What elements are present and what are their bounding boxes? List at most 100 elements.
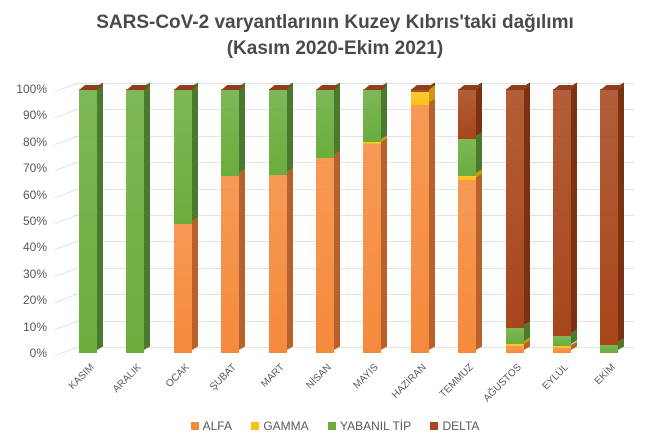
chart-title: SARS-CoV-2 varyantlarının Kuzey Kıbrıs't… — [96, 12, 574, 33]
gridline-depth — [54, 189, 76, 198]
bar-side — [286, 168, 293, 350]
gridline — [74, 188, 634, 190]
bar-top-cap — [363, 85, 388, 90]
bar-segment-delta — [553, 89, 571, 336]
bar-top-cap — [268, 85, 293, 90]
bar-side — [239, 82, 246, 174]
bar-top-cap — [79, 85, 103, 90]
bar-segment-yabanil-ti̇p — [173, 89, 192, 224]
bar-segment-gamma — [410, 91, 429, 105]
bar-segment-alfa — [316, 157, 334, 353]
bar-top-cap — [505, 85, 530, 90]
bar-side — [191, 82, 198, 221]
bar-side — [523, 82, 530, 325]
bar-side — [334, 151, 340, 350]
bar-side — [381, 82, 388, 139]
legend-item-delta: DELTA — [430, 419, 479, 433]
bar-segment-yabanil-ti̇p — [363, 89, 382, 142]
bar-segment-alfa — [268, 174, 287, 353]
bar-segment-gamma — [553, 346, 571, 348]
y-tick-label: 90% — [22, 108, 47, 123]
y-tick-label: 40% — [22, 240, 47, 255]
gridline — [74, 162, 634, 164]
bar-segment-yabanil-ti̇p — [268, 89, 287, 175]
bar-segment-yabanil-ti̇p — [553, 335, 571, 347]
bar-top-cap — [410, 85, 435, 90]
y-tick-label: 30% — [22, 266, 47, 281]
bar-segment-yabanil-ti̇p — [79, 89, 97, 353]
y-tick-label: 70% — [22, 161, 47, 176]
y-tick-label: 10% — [22, 319, 47, 334]
bar-top-cap — [126, 85, 151, 90]
legend: ALFA GAMMA YABANIL TİP DELTA — [0, 419, 670, 433]
bar-segment-alfa — [221, 176, 240, 353]
bar-side — [618, 82, 625, 343]
bar-segment-gamma — [363, 141, 382, 145]
bar-top-cap — [173, 85, 198, 90]
bar-segment-delta — [458, 89, 477, 140]
bar-side — [476, 132, 483, 174]
gridline — [74, 109, 634, 111]
legend-swatch-icon — [251, 422, 260, 430]
y-tick-label: 50% — [22, 214, 47, 228]
y-tick-label: 20% — [22, 293, 47, 308]
legend-swatch-icon — [430, 422, 439, 430]
gridline — [74, 267, 634, 269]
gridline-depth — [54, 321, 76, 330]
gridline-depth — [54, 241, 76, 251]
bar-top-cap — [221, 85, 246, 90]
bar-segment-yabanil-ti̇p — [316, 89, 334, 158]
gridline-depth — [54, 294, 76, 304]
bar-segment-gamma — [458, 176, 477, 181]
bar-segment-alfa — [505, 346, 524, 353]
bar-segment-yabanil-ti̇p — [458, 139, 477, 177]
gridline-depth — [54, 215, 76, 224]
gridline — [74, 135, 634, 137]
y-tick-label: 60% — [22, 187, 47, 202]
gridline-depth — [54, 347, 76, 356]
bar-segment-yabanil-ti̇p — [221, 89, 240, 177]
gridline-depth — [54, 136, 76, 145]
legend-swatch-icon — [328, 422, 336, 430]
gridline-depth — [54, 162, 76, 172]
bar-segment-alfa — [173, 223, 192, 353]
y-tick-label: 0% — [29, 346, 47, 360]
bar-side — [144, 82, 151, 351]
gridline — [74, 83, 634, 84]
y-tick-label: 80% — [22, 134, 47, 149]
bar-top-cap — [316, 85, 340, 90]
bar-side — [476, 82, 483, 137]
bar-segment-gamma — [505, 343, 524, 347]
gridline-depth — [54, 268, 76, 277]
gridline — [74, 347, 634, 348]
bar-side — [334, 82, 340, 155]
bar-segment-alfa — [553, 347, 571, 353]
bar-segment-alfa — [410, 104, 429, 353]
gridline — [74, 294, 634, 296]
bar-side — [571, 82, 577, 333]
bar-side — [381, 137, 388, 350]
gridline — [74, 320, 634, 322]
bar-segment-delta — [600, 89, 619, 346]
bar-top-cap — [553, 85, 577, 90]
bar-segment-alfa — [458, 180, 477, 353]
bar-side — [191, 217, 198, 350]
bar-side — [239, 169, 246, 350]
bar-side — [286, 82, 293, 172]
bar-top-cap — [458, 85, 483, 90]
legend-swatch-icon — [190, 422, 199, 430]
bar-side — [476, 173, 483, 350]
gridline — [74, 241, 634, 243]
bar-segment-yabanil-ti̇p — [505, 327, 524, 344]
legend-item-yabanil-tip: YABANIL TİP — [328, 419, 411, 433]
bar-side — [97, 82, 103, 351]
legend-item-gamma: GAMMA — [251, 419, 309, 433]
y-tick-label: 100% — [16, 82, 47, 96]
bar-segment-yabanil-ti̇p — [126, 89, 145, 353]
gridline-depth — [54, 83, 76, 92]
bar-segment-delta — [410, 89, 429, 92]
bar-segment-alfa — [363, 144, 382, 353]
legend-item-alfa: ALFA — [190, 419, 232, 433]
bar-segment-delta — [505, 89, 524, 328]
bar-segment-yabanil-ti̇p — [600, 345, 619, 353]
